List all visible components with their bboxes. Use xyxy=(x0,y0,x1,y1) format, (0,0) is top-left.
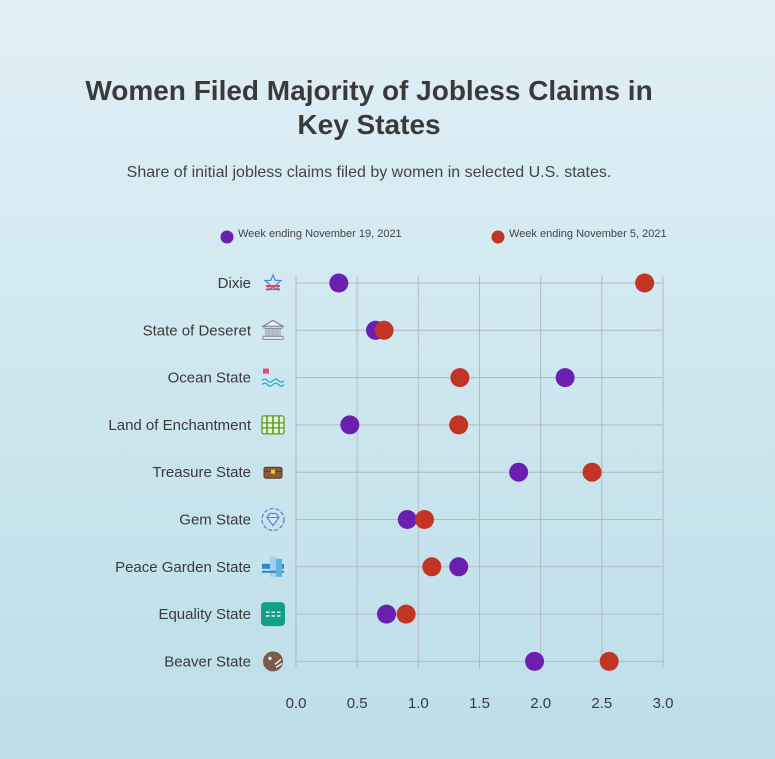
chart-grid xyxy=(295,276,664,668)
point-series0-land-of-enchantment xyxy=(340,415,360,435)
point-series0-treasure-state xyxy=(509,462,529,482)
point-series1-beaver-state xyxy=(599,651,619,671)
x-tick-label-4: 2.0 xyxy=(530,695,551,712)
category-label-5: Gem State xyxy=(179,512,251,529)
treasure-chest-icon xyxy=(263,466,283,479)
x-tick-label-5: 2.5 xyxy=(591,695,612,712)
legend-marker-1 xyxy=(491,230,505,244)
point-series1-treasure-state xyxy=(582,462,602,482)
peace-garden-icon xyxy=(262,556,284,577)
point-series1-ocean-state xyxy=(450,368,470,388)
point-series1-state-of-deseret xyxy=(374,320,394,340)
point-series0-ocean-state xyxy=(555,368,575,388)
x-tick-label-6: 3.0 xyxy=(653,695,674,712)
beaver-icon xyxy=(263,651,283,672)
point-series0-peace-garden-state xyxy=(449,557,469,577)
point-series0-dixie xyxy=(329,273,349,293)
category-label-0: Dixie xyxy=(218,275,251,292)
category-labels: Dixie State of Deseret Ocean State Land of … xyxy=(108,275,251,670)
chart-subtitle: Share of initial jobless claims filed by… xyxy=(127,164,612,181)
legend-marker-0 xyxy=(220,230,234,244)
category-label-8: Beaver State xyxy=(164,653,251,670)
x-tick-label-3: 1.5 xyxy=(469,695,490,712)
point-series1-dixie xyxy=(635,273,655,293)
category-icons xyxy=(260,273,286,672)
x-tick-label-1: 0.5 xyxy=(347,695,368,712)
star-flag-icon xyxy=(263,273,283,292)
x-tick-label-2: 1.0 xyxy=(408,695,429,712)
point-series0-equality-state xyxy=(377,604,397,624)
category-label-2: Ocean State xyxy=(168,370,251,387)
point-series1-peace-garden-state xyxy=(422,557,442,577)
chart-legend: Week ending November 19, 2021 Week ending… xyxy=(220,228,667,244)
x-tick-label-0: 0.0 xyxy=(286,695,307,712)
fence-icon xyxy=(261,415,285,435)
point-series1-gem-state xyxy=(414,510,434,529)
gem-icon xyxy=(261,507,285,532)
category-label-4: Treasure State xyxy=(152,464,251,481)
category-label-6: Peace Garden State xyxy=(115,559,251,576)
equality-sign-icon xyxy=(261,602,285,627)
data-points xyxy=(329,273,655,671)
point-series1-land-of-enchantment xyxy=(449,415,469,435)
point-series0-gem-state xyxy=(397,510,417,529)
legend-label-1: Week ending November 5, 2021 xyxy=(509,228,667,240)
chart-title-line-2: Key States xyxy=(297,109,440,140)
point-series0-beaver-state xyxy=(525,651,545,671)
x-axis-ticks: 0.0 0.5 1.0 1.5 2.0 2.5 3.0 xyxy=(286,695,674,712)
chart-title-group: Women Filed Majority of Jobless Claims i… xyxy=(85,75,652,140)
chart-title-line-1: Women Filed Majority of Jobless Claims i… xyxy=(85,75,652,106)
capitol-building-icon xyxy=(260,319,286,340)
category-label-1: State of Deseret xyxy=(143,322,252,339)
legend-label-0: Week ending November 19, 2021 xyxy=(238,228,402,240)
ocean-waves-icon xyxy=(261,368,285,387)
category-label-3: Land of Enchantment xyxy=(108,417,251,434)
point-series1-equality-state xyxy=(396,604,416,624)
category-label-7: Equality State xyxy=(158,606,251,623)
